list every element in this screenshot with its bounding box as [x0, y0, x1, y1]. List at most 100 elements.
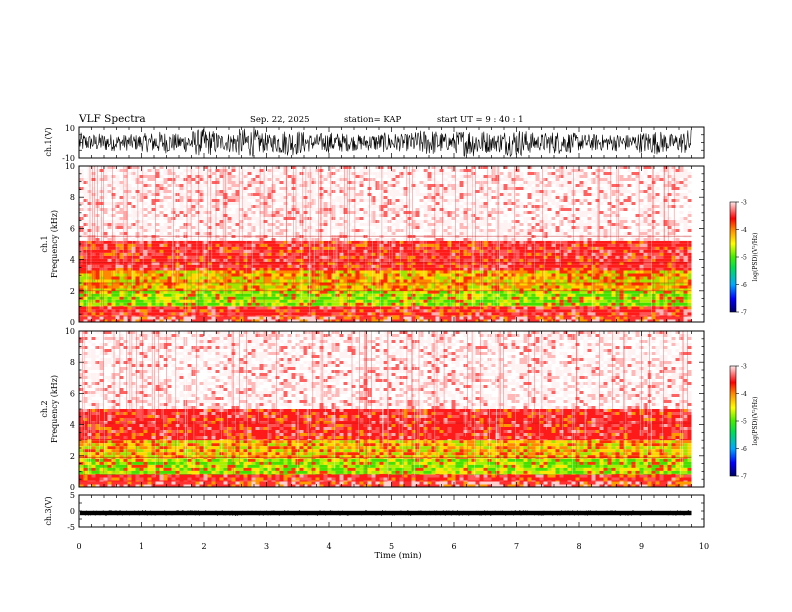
spectrogram-cell — [311, 319, 316, 322]
spectrogram-cell — [195, 302, 200, 306]
spectrogram-cell — [439, 296, 444, 300]
spectrogram-cell — [563, 252, 568, 256]
spectrogram-cell — [79, 306, 84, 310]
spectrogram-cell — [375, 288, 380, 291]
spectrogram-cell — [563, 306, 568, 310]
spectrogram-cell — [211, 267, 216, 271]
spectrogram-cell — [235, 249, 240, 253]
spectrogram-cell — [643, 288, 648, 291]
spectrogram-cell — [679, 293, 684, 297]
spectrogram-cell — [687, 255, 692, 259]
spectrogram-cell — [235, 299, 240, 303]
spectrogram-cell — [167, 166, 172, 169]
spectrogram-cell — [199, 312, 204, 316]
spectrogram-cell — [191, 261, 196, 265]
spectrogram-cell — [607, 279, 612, 283]
spectrogram-cell — [643, 293, 648, 297]
spectrogram-cell — [203, 293, 208, 297]
spectrogram-cell — [131, 169, 136, 172]
spectrogram-cell — [527, 249, 532, 253]
spectrogram-cell — [443, 276, 448, 280]
spectrogram-cell — [479, 299, 484, 303]
spectrogram-cell — [351, 276, 356, 280]
spectrogram-cell — [147, 309, 152, 313]
spectrogram-cell — [259, 306, 264, 310]
spectrogram-cell — [419, 288, 424, 291]
spectrogram-cell — [115, 267, 120, 271]
spectrogram-cell — [575, 261, 580, 265]
spectrogram-cell — [607, 312, 612, 316]
spectrogram-cell — [467, 312, 472, 316]
spectrogram-cell — [503, 315, 508, 317]
spectrogram-cell — [467, 319, 472, 322]
spectrogram-cell — [551, 273, 556, 277]
spectrogram-cell — [79, 181, 84, 184]
spectrogram-cell — [643, 285, 648, 289]
spectrogram-cell — [563, 293, 568, 297]
spectrogram-cell — [367, 273, 372, 277]
spectrogram-cell — [167, 223, 172, 226]
spectrogram-cell — [99, 315, 104, 317]
spectrogram-cell — [671, 249, 676, 253]
spectrogram-cell — [559, 296, 564, 300]
spectrogram-cell — [687, 246, 692, 250]
spectrogram-cell — [143, 316, 148, 320]
spectrogram-cell — [535, 249, 540, 253]
spectrogram-cell — [675, 293, 680, 297]
spectrogram-cell — [679, 302, 684, 306]
spectrogram-cell — [435, 316, 440, 320]
spectrogram-cell — [663, 264, 668, 268]
spectrogram-cell — [423, 288, 428, 291]
spectrogram-cell — [143, 252, 148, 256]
spectrogram-cell — [267, 261, 272, 265]
spectrogram-cell — [443, 279, 448, 283]
spectrogram-cell — [663, 315, 668, 317]
spectrogram-cell — [135, 285, 140, 289]
spectrogram-cell — [275, 279, 280, 283]
spectrogram-cell — [79, 246, 84, 250]
spectrogram-cell — [587, 270, 592, 274]
spectrogram-cell — [431, 285, 436, 289]
spectrogram-cell — [535, 246, 540, 250]
spectrogram-cell — [311, 305, 316, 307]
spectrogram-cell — [647, 240, 652, 244]
spectrogram-cell — [275, 315, 280, 317]
spectrogram-cell — [527, 306, 532, 310]
spectrogram-cell — [227, 302, 232, 306]
spectrogram-cell — [155, 282, 160, 286]
spectrogram-cell — [307, 312, 312, 316]
spectrogram-cell — [359, 240, 364, 244]
spectrogram-cell — [287, 258, 292, 262]
spectrogram-cell — [627, 267, 632, 271]
spectrogram-cell — [203, 319, 208, 322]
spectrogram-cell — [551, 255, 556, 259]
spectrogram-cell — [463, 302, 468, 306]
spectrogram-cell — [127, 187, 132, 190]
spectrogram-cell — [579, 302, 584, 306]
spectrogram-cell — [227, 312, 232, 316]
spectrogram-cell — [119, 296, 124, 300]
spectrogram-cell — [683, 255, 688, 259]
spectrogram-cell — [411, 261, 416, 265]
spectrogram-cell — [619, 243, 624, 247]
spectrogram-cell — [287, 270, 292, 274]
spectrogram-cell — [267, 252, 272, 256]
spectrogram-cell — [639, 312, 644, 316]
spectrogram-cell — [519, 319, 524, 322]
spectrogram-cell — [627, 240, 632, 244]
spectrogram-cell — [583, 316, 588, 320]
spectrogram-cell — [359, 252, 364, 256]
spectrogram-cell — [335, 319, 340, 322]
spectrogram-cell — [539, 293, 544, 297]
spectrogram-cell — [91, 258, 96, 262]
spectrogram-cell — [663, 252, 668, 256]
spectrogram-cell — [203, 249, 208, 253]
spectrogram-cell — [611, 319, 616, 322]
spectrogram-cell — [679, 299, 684, 303]
spectrogram-cell — [567, 306, 572, 310]
spectrogram-cell — [515, 249, 520, 253]
spectrogram-cell — [139, 238, 144, 241]
spectrogram-cell — [567, 315, 572, 317]
spectrogram-cell — [371, 315, 376, 317]
spectrogram-cell — [663, 288, 668, 291]
